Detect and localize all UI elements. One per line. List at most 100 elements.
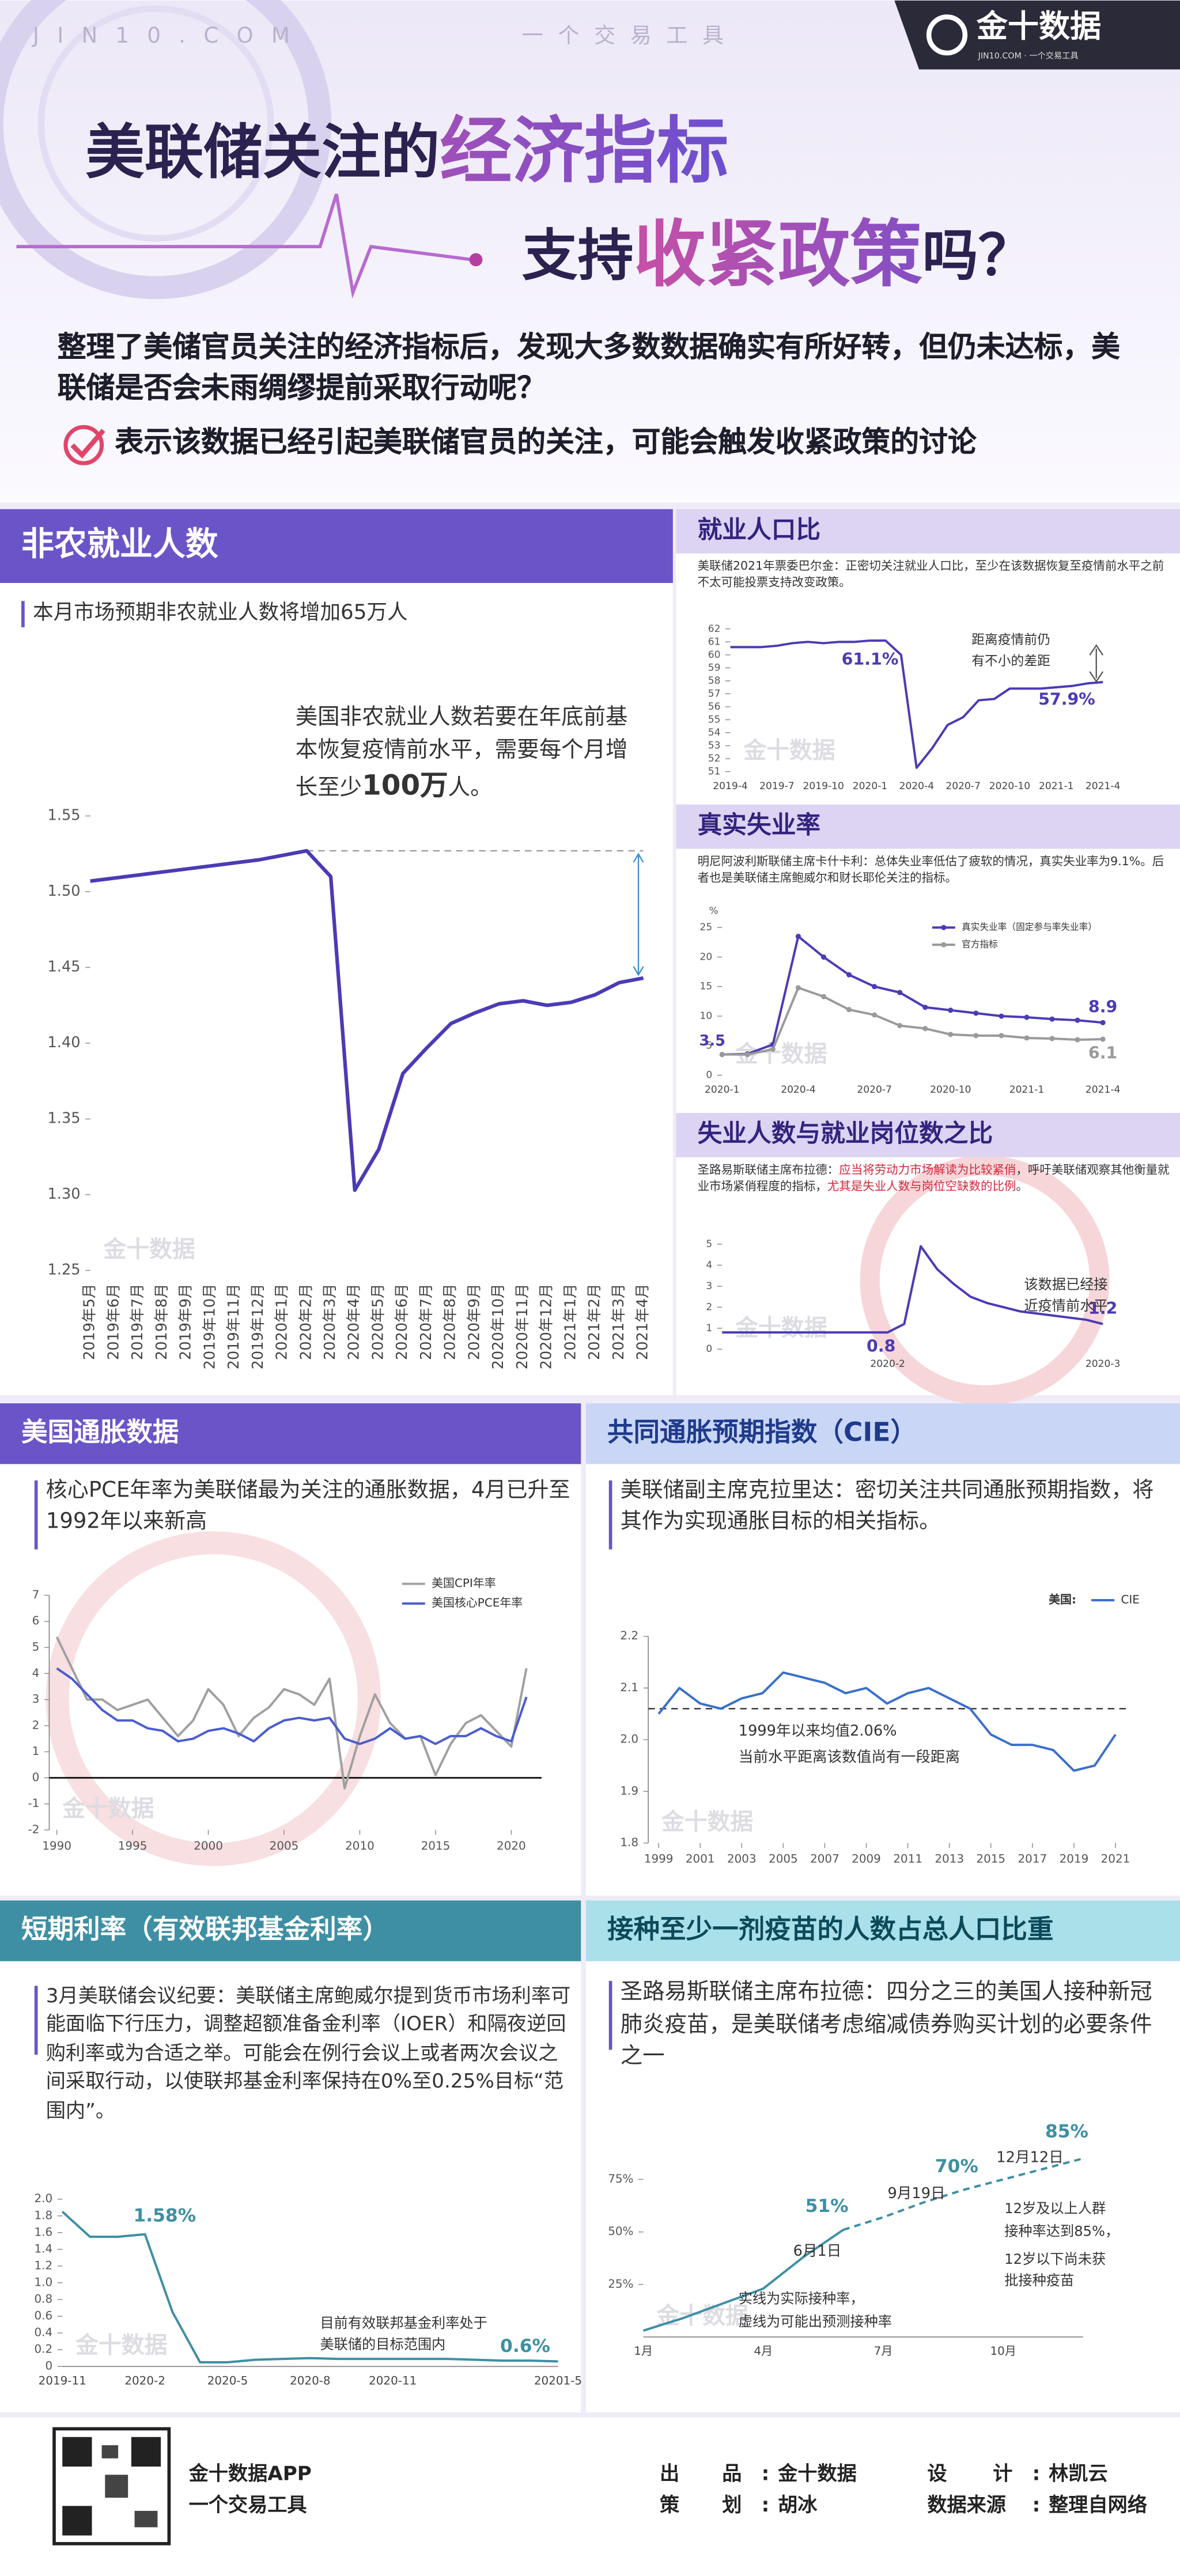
x-tick-label: 2021年4月 [634, 1283, 652, 1360]
y-tick-label: 55 [708, 714, 721, 725]
y-tick-label: 5 [706, 1238, 712, 1250]
x-tick-label: 2020-2 [870, 1358, 905, 1370]
legend-title: 美国: [1049, 1593, 1076, 1607]
point [999, 1033, 1004, 1039]
y-tick-label: 1.55 [48, 807, 81, 824]
y-tick-label: 1.35 [48, 1110, 81, 1127]
credit-separator: : [1032, 2494, 1041, 2517]
x-tick-label: 2020年8月 [442, 1283, 459, 1360]
y-tick-label: 1.25 [48, 1262, 81, 1279]
qr-block [131, 2437, 161, 2467]
y-tick-label: 53 [708, 740, 721, 752]
watermark: 金十数据 [735, 1315, 827, 1342]
x-tick-label: 2021年1月 [562, 1283, 579, 1360]
annotation: 6月1日 [793, 2242, 842, 2260]
y-tick-label: 52 [708, 753, 721, 764]
data-label: 0.8 [867, 1337, 895, 1356]
legend-label: 美国核心PCE年率 [432, 1596, 523, 1609]
credit-value: 胡冰 [778, 2494, 818, 2517]
title-line2: 支持收紧政策吗？ [522, 213, 1034, 297]
x-tick-label: 2020-4 [899, 781, 935, 792]
point [897, 990, 903, 995]
legend-label: 美国CPI年率 [432, 1577, 496, 1590]
emphasis: 100万 [362, 770, 448, 804]
y-tick-label: 6 [32, 1614, 40, 1627]
legend-label: CIE [1121, 1593, 1139, 1607]
text-box: 圣路易斯联储主席布拉德：四分之三的美国人接种新冠肺炎疫苗，是美联储考虑缩减债券购… [621, 1979, 1152, 2070]
x-tick-label: 2020年9月 [466, 1283, 483, 1360]
x-tick-label: 2019年9月 [177, 1283, 195, 1360]
y-tick-label: 0.4 [34, 2326, 52, 2339]
point [973, 1033, 979, 1039]
point [846, 1007, 852, 1013]
annotation: 目前有效联邦基金利率处于 [320, 2315, 487, 2331]
panel-title: 真实失业率 [698, 811, 821, 840]
x-tick-label: 2005 [769, 1853, 798, 1866]
x-tick-label: 2003 [727, 1853, 757, 1866]
text-bar [608, 1480, 612, 1550]
text-box: 3月美联储会议纪要：美联储主席鲍威尔提到货币市场利率可能面临下行压力，调整超额准… [46, 1984, 570, 2122]
x-tick-label: 2020年3月 [322, 1283, 339, 1360]
y-tick-label: 1.40 [48, 1034, 81, 1051]
y-tick-label: 1.30 [48, 1185, 81, 1203]
panel-text: 核心PCE年率为美联储最为关注的通胀数据，4月已升至1992年以来新高 [46, 1479, 570, 1535]
x-tick-label: 1999 [644, 1853, 674, 1866]
x-tick-label: 2020年2月 [297, 1283, 315, 1360]
x-tick-label: 4月 [754, 2344, 773, 2358]
y-tick-label: 0 [45, 2359, 52, 2373]
x-tick-label: 2019年12月 [249, 1283, 267, 1369]
x-tick-label: 2019年7月 [129, 1283, 146, 1360]
panel-header [676, 509, 1180, 554]
point [820, 954, 827, 960]
text-box: 本月市场预期非农就业人数将增加65万人 [33, 600, 408, 624]
x-tick-label: 2020-8 [290, 2374, 331, 2387]
point [744, 1052, 750, 1058]
y-tick-label: 1.4 [34, 2242, 52, 2255]
series-line [730, 639, 1103, 769]
site-name: JIN10.COM [32, 23, 308, 48]
x-tick-label: 2021-1 [1039, 781, 1074, 792]
point [1100, 1036, 1106, 1042]
annotation: 12岁及以上人群 [1004, 2200, 1106, 2217]
y-tick-label: 3 [32, 1692, 40, 1706]
watermark: 金十数据 [661, 1809, 753, 1835]
panel-title: 就业人口比 [698, 516, 821, 544]
x-tick-label: 2019-4 [713, 781, 748, 792]
y-tick-label: 2.0 [620, 1733, 638, 1746]
qr-block [101, 2445, 119, 2458]
y-tick-label: 7 [32, 1588, 40, 1601]
credit-separator: : [762, 2463, 770, 2486]
text-bar [21, 601, 25, 627]
panel-text: 美联储副主席克拉里达：密切关注共同通胀预期指数，将其作为实现通胀目标的相关指标。 [620, 1479, 1154, 1535]
y-tick-label: 61 [708, 636, 721, 647]
x-tick-label: 2021年2月 [586, 1283, 603, 1360]
panel-header [0, 509, 673, 584]
data-label: 8.9 [1088, 998, 1117, 1017]
text-part: 人。 [448, 775, 493, 802]
point [795, 985, 801, 991]
y-tick-label: -1 [28, 1797, 39, 1810]
note: 表示该数据已经引起美联储官员的关注，可能会触发收紧政策的讨论 [115, 427, 977, 460]
data-label: 1.2 [1088, 1299, 1117, 1318]
y-tick-label: 0.6 [34, 2309, 52, 2323]
y-tick-label: 3 [706, 1281, 712, 1292]
point [922, 1005, 928, 1010]
y-tick-label: 15 [699, 981, 712, 992]
y-tick-label: 25 [699, 922, 712, 933]
text-box: 圣路易斯联储主席布拉德：应当将劳动力市场解读为比较紧俏，呼吁美联储观察其他衡量就… [698, 1162, 1170, 1194]
y-tick-label: 2 [706, 1301, 712, 1313]
y-tick-label: 5 [32, 1641, 40, 1654]
x-tick-label: 20201-5 [534, 2374, 582, 2387]
annotation: 批接种疫苗 [1004, 2272, 1074, 2289]
logo-text: 金十数据 [976, 8, 1101, 44]
x-tick-label: 2020-7 [857, 1084, 892, 1096]
x-tick-label: 2020-10 [930, 1084, 971, 1096]
x-tick-label: 2020年7月 [418, 1283, 435, 1360]
x-tick-label: 2020 [497, 1839, 526, 1853]
series-line [722, 935, 1103, 1056]
seal-decor [0, 0, 332, 300]
text-bar [34, 1480, 38, 1550]
data-label: 85% [1045, 2121, 1088, 2142]
point [719, 1052, 725, 1058]
x-tick-label: 2021-4 [1086, 1084, 1121, 1096]
